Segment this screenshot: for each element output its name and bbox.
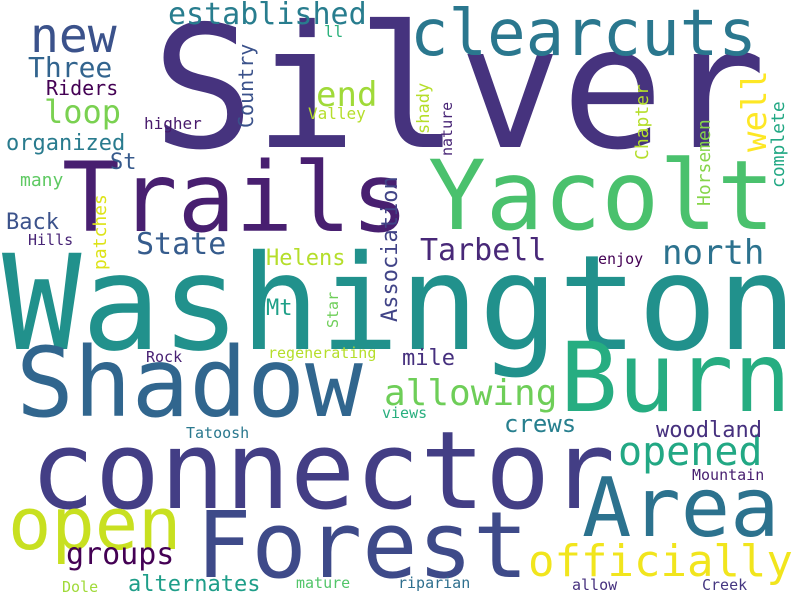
word-forest: Forest <box>196 492 529 599</box>
word-end: end <box>316 75 378 115</box>
word-rock: Rock <box>146 348 183 366</box>
word-star: Star <box>324 291 342 328</box>
word-regenerating: regenerating <box>268 344 377 362</box>
word-state: State <box>136 227 227 262</box>
word-higher: higher <box>144 114 202 133</box>
word-riders: Riders <box>46 76 119 100</box>
word-new: new <box>30 8 117 64</box>
word-nature: nature <box>438 101 456 156</box>
word-officially: officially <box>528 536 793 587</box>
word-helens: Helens <box>266 246 346 271</box>
word-chapter: Chapter <box>632 84 653 160</box>
word-hills: Hills <box>28 231 74 249</box>
word-shadow: Shadow <box>16 327 363 439</box>
word-horsemen: Horsemen <box>694 119 715 206</box>
word-tarbell: Tarbell <box>420 233 547 268</box>
word-established: established <box>168 0 367 32</box>
word-complete: complete <box>768 101 789 188</box>
word-valley: Valley <box>308 104 366 123</box>
word-three: Three <box>28 51 113 84</box>
word-north: north <box>662 233 765 273</box>
word-silver: Silver <box>152 0 767 188</box>
word-alternates: alternates <box>128 572 261 597</box>
word-open: open <box>8 482 182 566</box>
word-opened: opened <box>618 429 763 475</box>
word-mile: mile <box>402 346 455 371</box>
word-well: well <box>735 70 775 152</box>
word-association: Association <box>378 176 403 322</box>
word-area: Area <box>582 461 780 556</box>
word-trails: Trails <box>62 142 409 254</box>
word-burn: Burn <box>560 322 792 434</box>
word-tatoosh: Tatoosh <box>186 424 250 442</box>
word-riparian: riparian <box>398 574 471 592</box>
word-yacolt: Yacolt <box>428 140 775 252</box>
word-back: Back <box>6 210 59 235</box>
word-mature: mature <box>296 574 351 592</box>
word-dole: Dole <box>62 578 99 596</box>
word-mountain: Mountain <box>692 466 765 484</box>
word-allow: allow <box>572 576 618 594</box>
word-washington: Washington <box>2 227 797 381</box>
word-creek: Creek <box>702 576 748 594</box>
word-loop: loop <box>44 93 122 131</box>
word-st: St <box>110 150 137 175</box>
word-mt: Mt <box>266 296 293 321</box>
word-allowing: allowing <box>384 373 558 414</box>
word-crews: crews <box>504 410 577 438</box>
word-shady: shady <box>414 82 434 134</box>
word-ll: ll <box>324 22 344 41</box>
word-groups: groups <box>66 537 175 572</box>
word-connector: connector <box>30 409 616 534</box>
word-patches: patches <box>90 194 111 270</box>
word-clearcuts: clearcuts <box>410 0 757 71</box>
word-organized: organized <box>6 131 126 156</box>
word-woodland: woodland <box>656 418 762 443</box>
word-many: many <box>20 170 64 191</box>
word-country: Country <box>234 43 258 128</box>
word-views: views <box>382 404 428 422</box>
word-enjoy: enjoy <box>598 250 644 268</box>
